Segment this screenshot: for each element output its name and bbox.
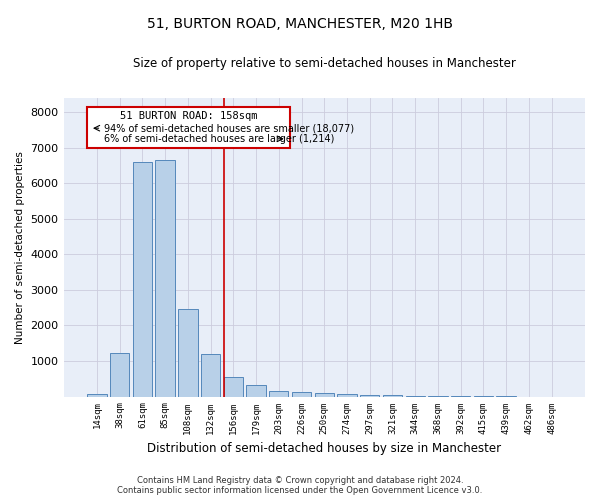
FancyBboxPatch shape <box>86 107 290 148</box>
Bar <box>133 162 152 396</box>
Bar <box>155 160 175 396</box>
Text: 94% of semi-detached houses are smaller (18,077): 94% of semi-detached houses are smaller … <box>104 123 354 133</box>
Bar <box>292 392 311 396</box>
Text: 51 BURTON ROAD: 158sqm: 51 BURTON ROAD: 158sqm <box>119 111 257 121</box>
Bar <box>314 392 334 396</box>
Title: Size of property relative to semi-detached houses in Manchester: Size of property relative to semi-detach… <box>133 58 516 70</box>
Bar <box>360 394 379 396</box>
Bar <box>247 385 266 396</box>
Bar <box>337 394 356 396</box>
Text: 51, BURTON ROAD, MANCHESTER, M20 1HB: 51, BURTON ROAD, MANCHESTER, M20 1HB <box>147 18 453 32</box>
Bar <box>224 377 243 396</box>
Bar <box>110 353 130 397</box>
Bar <box>87 394 107 396</box>
Text: Contains HM Land Registry data © Crown copyright and database right 2024.
Contai: Contains HM Land Registry data © Crown c… <box>118 476 482 495</box>
Text: 6% of semi-detached houses are larger (1,214): 6% of semi-detached houses are larger (1… <box>104 134 334 144</box>
X-axis label: Distribution of semi-detached houses by size in Manchester: Distribution of semi-detached houses by … <box>147 442 502 455</box>
Bar <box>178 309 197 396</box>
Bar <box>269 390 289 396</box>
Y-axis label: Number of semi-detached properties: Number of semi-detached properties <box>15 151 25 344</box>
Bar <box>201 354 220 397</box>
